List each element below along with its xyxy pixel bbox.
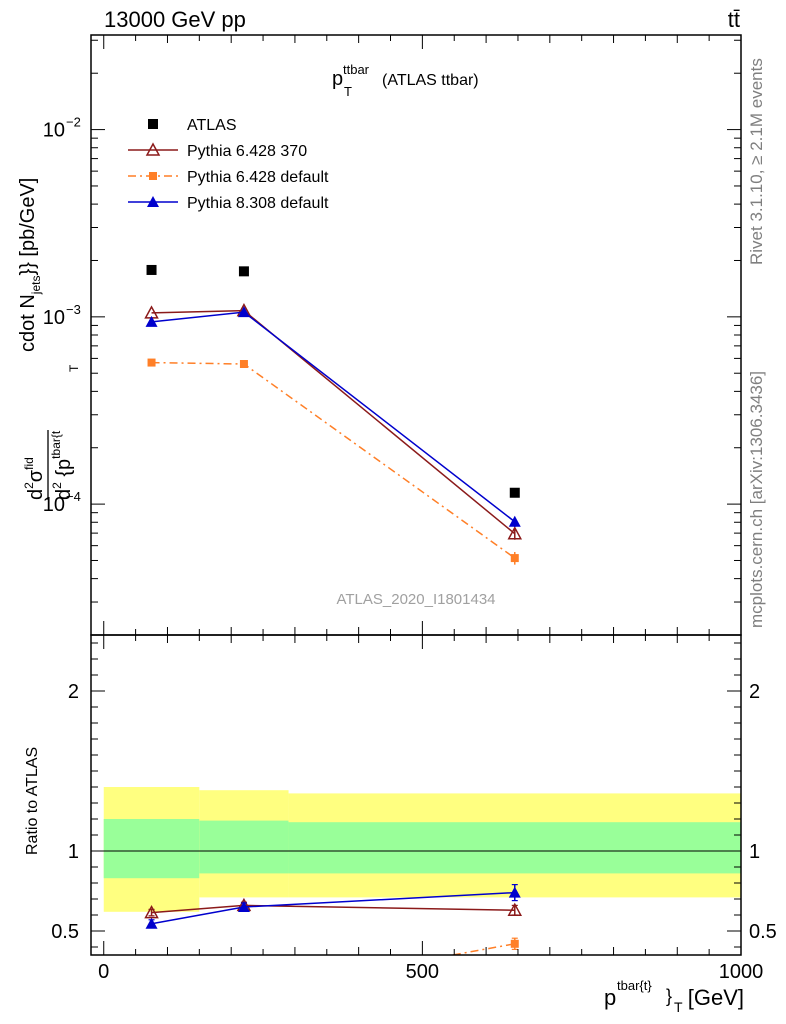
main-title: p ttbar T (ATLAS ttbar): [332, 62, 479, 99]
header-left: 13000 GeV pp: [104, 7, 246, 32]
ratio-point-pythia-6-428-370-0: [144, 905, 159, 919]
ratio-y-tick-label-right-1: 1: [749, 841, 760, 863]
x-tick-label-2: 1000: [719, 961, 764, 983]
legend-marker-pythia-6-428-default: [149, 172, 157, 180]
main-title-sup: ttbar: [343, 62, 370, 77]
main-series-atlas: [146, 264, 520, 498]
ratio-inner-band-2: [288, 822, 741, 874]
y-label-p-sub: T: [67, 364, 81, 372]
main-point-atlas-2: [509, 487, 520, 498]
legend-label-pythia-6-428-370: Pythia 6.428 370: [187, 143, 307, 160]
legend-entry-pythia-6-428-default: Pythia 6.428 default: [128, 169, 329, 186]
main-point-pythia-8-308-default-2: [508, 515, 521, 527]
x-tick-label-0: 0: [98, 961, 109, 983]
main-point-atlas-0: [146, 264, 157, 275]
ratio-series-pythia-6-428-default: [448, 937, 519, 955]
ratio-panel-frame: [90, 634, 742, 956]
x-tick-label-1: 500: [406, 961, 439, 983]
legend-marker-pythia-8-308-default: [147, 196, 159, 207]
legend: ATLAS Pythia 6.428 370 Pythia 6.428 defaul…: [128, 117, 329, 212]
main-point-pythia-6-428-370-2: [507, 526, 523, 540]
ratio-inner-band-0: [103, 819, 200, 879]
x-label-sup: tbar{t}: [617, 978, 652, 993]
analysis-watermark: ATLAS_2020_I1801434: [336, 591, 495, 608]
ratio-point-pythia-6-428-default-1: [510, 939, 519, 948]
y-label-tail: cdot Njets}} [pb/GeV]: [17, 178, 43, 352]
main-series-pythia-6-428-370: [144, 303, 523, 540]
main-y-tick-exp-1: −3: [66, 302, 81, 317]
y-axis-label: d2σfid d2 {ptbar{t T cdot Njets}} [pb/Ge…: [17, 178, 81, 500]
x-label-sub: T: [674, 999, 683, 1015]
ratio-y-label: Ratio to ATLAS: [24, 747, 41, 855]
ratio-line-pythia-6-428-default: [448, 943, 515, 955]
main-line-pythia-6-428-default: [151, 361, 516, 559]
legend-entry-pythia-6-428-370: Pythia 6.428 370: [128, 142, 307, 160]
ratio-y-tick-label-left-2: 2: [68, 681, 79, 703]
ratio-series: [144, 883, 523, 955]
legend-entry-pythia-8-308-default: Pythia 8.308 default: [128, 195, 329, 212]
main-title-sub: T: [344, 84, 352, 99]
main-series-pythia-6-428-default: [147, 358, 519, 565]
ratio-y-tick-label-left-1: 1: [68, 841, 79, 863]
legend-label-atlas: ATLAS: [187, 117, 237, 134]
legend-marker-pythia-6-428-370: [145, 142, 161, 156]
ratio-point-pythia-6-428-370-2: [507, 902, 523, 916]
main-point-pythia-8-308-default-1: [237, 306, 250, 318]
legend-label-pythia-6-428-default: Pythia 6.428 default: [187, 169, 329, 186]
main-title-base: p: [332, 68, 343, 90]
legend-entry-atlas: ATLAS: [148, 117, 237, 134]
legend-marker-atlas: [148, 119, 158, 129]
main-y-tick-label-2: 10: [43, 120, 65, 142]
legend-label-pythia-8-308-default: Pythia 8.308 default: [187, 195, 329, 212]
main-y-tick-label-0: 10: [43, 494, 65, 516]
mcplots-label: mcplots.cern.ch [arXiv:1306.3436]: [747, 371, 766, 628]
main-line-pythia-8-308-default: [151, 311, 516, 523]
header-right: tt̄: [728, 7, 740, 32]
main-point-pythia-6-428-default-2: [510, 554, 519, 563]
x-label-tail: [GeV]: [688, 985, 744, 1010]
ratio-point-pythia-8-308-default-0: [145, 917, 158, 929]
main-title-suffix: (ATLAS ttbar): [382, 72, 479, 89]
ratio-line-pythia-6-428-370: [151, 904, 515, 914]
main-point-pythia-8-308-default-0: [145, 315, 158, 327]
main-line-pythia-6-428-370: [151, 309, 516, 535]
ratio-series-pythia-8-308-default: [145, 883, 521, 929]
ratio-point-pythia-8-308-default-1: [237, 901, 250, 912]
main-point-pythia-6-428-default-1: [239, 360, 248, 369]
main-y-tick-exp-0: −4: [66, 489, 81, 504]
main-series-pythia-8-308-default: [145, 306, 521, 527]
y-label-denominator: d2 {ptbar{t: [49, 430, 75, 500]
y-label-d-sigma: d2σfid: [22, 457, 47, 500]
main-y-tick-label-1: 10: [43, 307, 65, 329]
rivet-label: Rivet 3.1.10, ≥ 2.1M events: [747, 58, 766, 265]
x-axis-label: p tbar{t} } T [GeV]: [604, 978, 744, 1015]
ratio-inner-band-1: [199, 820, 289, 874]
main-point-pythia-6-428-default-0: [147, 358, 156, 367]
ratio-y-tick-label-right-0: 0.5: [749, 921, 777, 943]
ratio-y-tick-label-right-2: 2: [749, 681, 760, 703]
ratio-bands: [103, 787, 741, 912]
x-label-brace: }: [666, 986, 672, 1006]
ratio-point-pythia-8-308-default-2: [508, 886, 521, 898]
main-series: [144, 264, 523, 565]
ratio-y-tick-label-left-0: 0.5: [51, 921, 79, 943]
main-y-tick-exp-2: −2: [66, 115, 81, 130]
x-label-base: p: [604, 985, 616, 1010]
main-point-atlas-1: [238, 266, 249, 277]
